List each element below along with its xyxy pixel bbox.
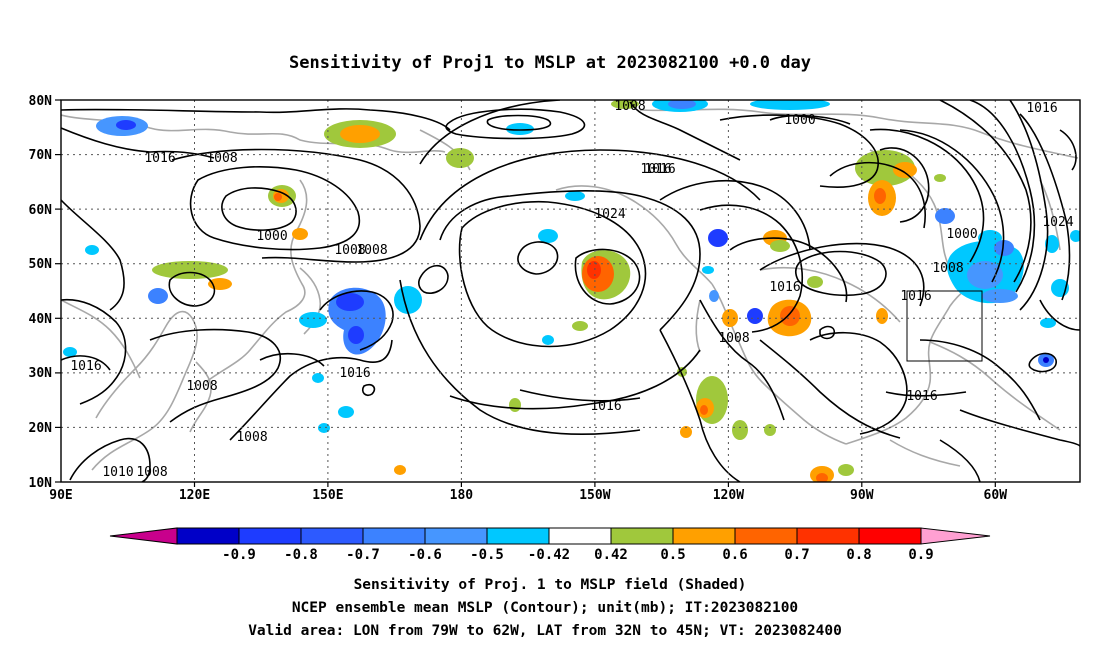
colorbar-box (734, 527, 798, 545)
contour-label: 1000 (784, 113, 815, 128)
colorbar-label: -0.8 (284, 547, 318, 563)
colorbar-boxes (176, 527, 922, 545)
lon-label: 90W (850, 488, 874, 503)
contour-label: 1000 (256, 229, 287, 244)
lon-label: 90E (49, 488, 72, 503)
contour-label: 1008 (356, 243, 387, 258)
lat-label: 30N (29, 366, 53, 381)
lat-label: 70N (29, 148, 53, 163)
lat-label: 60N (29, 203, 53, 218)
sensitivity-shading (63, 100, 1080, 482)
latitude-labels: 80N 70N 60N 50N 40N 30N 20N 10N (29, 94, 53, 491)
contour-label: 1008 (186, 379, 217, 394)
contour-label: 1016 (640, 162, 671, 177)
lon-label: 150E (312, 488, 343, 503)
colorbar-low-triangle (109, 527, 178, 545)
contour-label: 1008 (932, 261, 963, 276)
lon-label: 60W (984, 488, 1008, 503)
contour-label: 1000 (946, 227, 977, 242)
contour-label: 1016 (590, 399, 621, 414)
caption: Sensitivity of Proj. 1 to MSLP field (Sh… (248, 577, 842, 639)
contour-label: 1024 (1042, 215, 1073, 230)
contour-label: 1016 (1026, 101, 1057, 116)
colorbar-box (424, 527, 488, 545)
lon-label: 120W (713, 488, 744, 503)
colorbar-box (486, 527, 550, 545)
map-frame (60, 99, 1081, 483)
latitude-ticks (55, 99, 61, 483)
grid-lines (61, 100, 1080, 482)
colorbar-box (796, 527, 860, 545)
colorbar-label: -0.5 (470, 547, 504, 563)
lon-label: 120E (179, 488, 210, 503)
lat-label: 10N (29, 476, 53, 491)
contour-label: 1016 (644, 162, 675, 177)
colorbar-label: 0.7 (784, 547, 809, 563)
colorbar-box (176, 527, 240, 545)
longitude-labels: 90E 120E 150E 180 150W 120W 90W 60W (49, 488, 1007, 503)
lat-label: 20N (29, 421, 53, 436)
contour-label: 1016 (769, 280, 800, 295)
colorbar-label: 0.6 (722, 547, 747, 563)
lon-label: 180 (450, 488, 474, 503)
contour-label: 1008 (718, 331, 749, 346)
colorbar-label: 0.5 (660, 547, 685, 563)
colorbar-label: -0.7 (346, 547, 380, 563)
contour-label: 1008 (614, 99, 645, 114)
mslp-contours (61, 100, 1080, 482)
contour-label: 1016 (339, 366, 370, 381)
colorbar-label: -0.6 (408, 547, 442, 563)
lon-label: 150W (579, 488, 610, 503)
contour-label: 1016 (70, 359, 101, 374)
colorbar-label: -0.9 (222, 547, 256, 563)
colorbar-high-triangle (920, 527, 991, 545)
contour-label: 1008 (206, 151, 237, 166)
caption-line-3: Valid area: LON from 79W to 62W, LAT fro… (248, 623, 842, 639)
valid-area-box (906, 290, 983, 362)
caption-line-2: NCEP ensemble mean MSLP (Contour); unit(… (292, 600, 798, 616)
colorbar-box (858, 527, 922, 545)
contour-label: 1008 (334, 243, 365, 258)
contour-label: 1016 (906, 389, 937, 404)
contour-label: 1008 (236, 430, 267, 445)
contour-label: 1024 (594, 207, 625, 222)
contour-label: 1010 (102, 465, 133, 480)
colorbar-box (672, 527, 736, 545)
colorbar-label: 0.42 (594, 547, 628, 563)
longitude-ticks (193, 482, 996, 487)
contour-label: 1008 (136, 465, 167, 480)
colorbar-box (300, 527, 364, 545)
lat-label: 50N (29, 257, 53, 272)
contour-label: 1016 (144, 151, 175, 166)
colorbar-labels: -0.9 -0.8 -0.7 -0.6 -0.5 -0.42 0.42 0.5 0.6 0.7 0.… (222, 547, 934, 563)
colorbar-box (610, 527, 674, 545)
map-title: Sensitivity of Proj1 to MSLP at 20230821… (289, 53, 811, 73)
colorbar-box (362, 527, 426, 545)
colorbar-label: -0.42 (528, 547, 570, 563)
colorbar-label: 0.8 (846, 547, 871, 563)
colorbar-box (548, 527, 612, 545)
lat-label: 40N (29, 312, 53, 327)
contour-label: 1016 (900, 289, 931, 304)
colorbar: -0.9 -0.8 -0.7 -0.6 -0.5 -0.42 0.42 0.5 0.6 0.7 0.… (109, 527, 991, 563)
map-panel: 1008 1016 1008 1000 1008 1016 1024 1008 … (61, 99, 1080, 482)
caption-line-1: Sensitivity of Proj. 1 to MSLP field (Sh… (354, 577, 747, 593)
colorbar-label: 0.9 (908, 547, 933, 563)
contour-labels: 1008 1016 1008 1000 1008 1016 1024 1008 … (70, 99, 1073, 480)
lat-label: 80N (29, 94, 53, 109)
colorbar-box (238, 527, 302, 545)
